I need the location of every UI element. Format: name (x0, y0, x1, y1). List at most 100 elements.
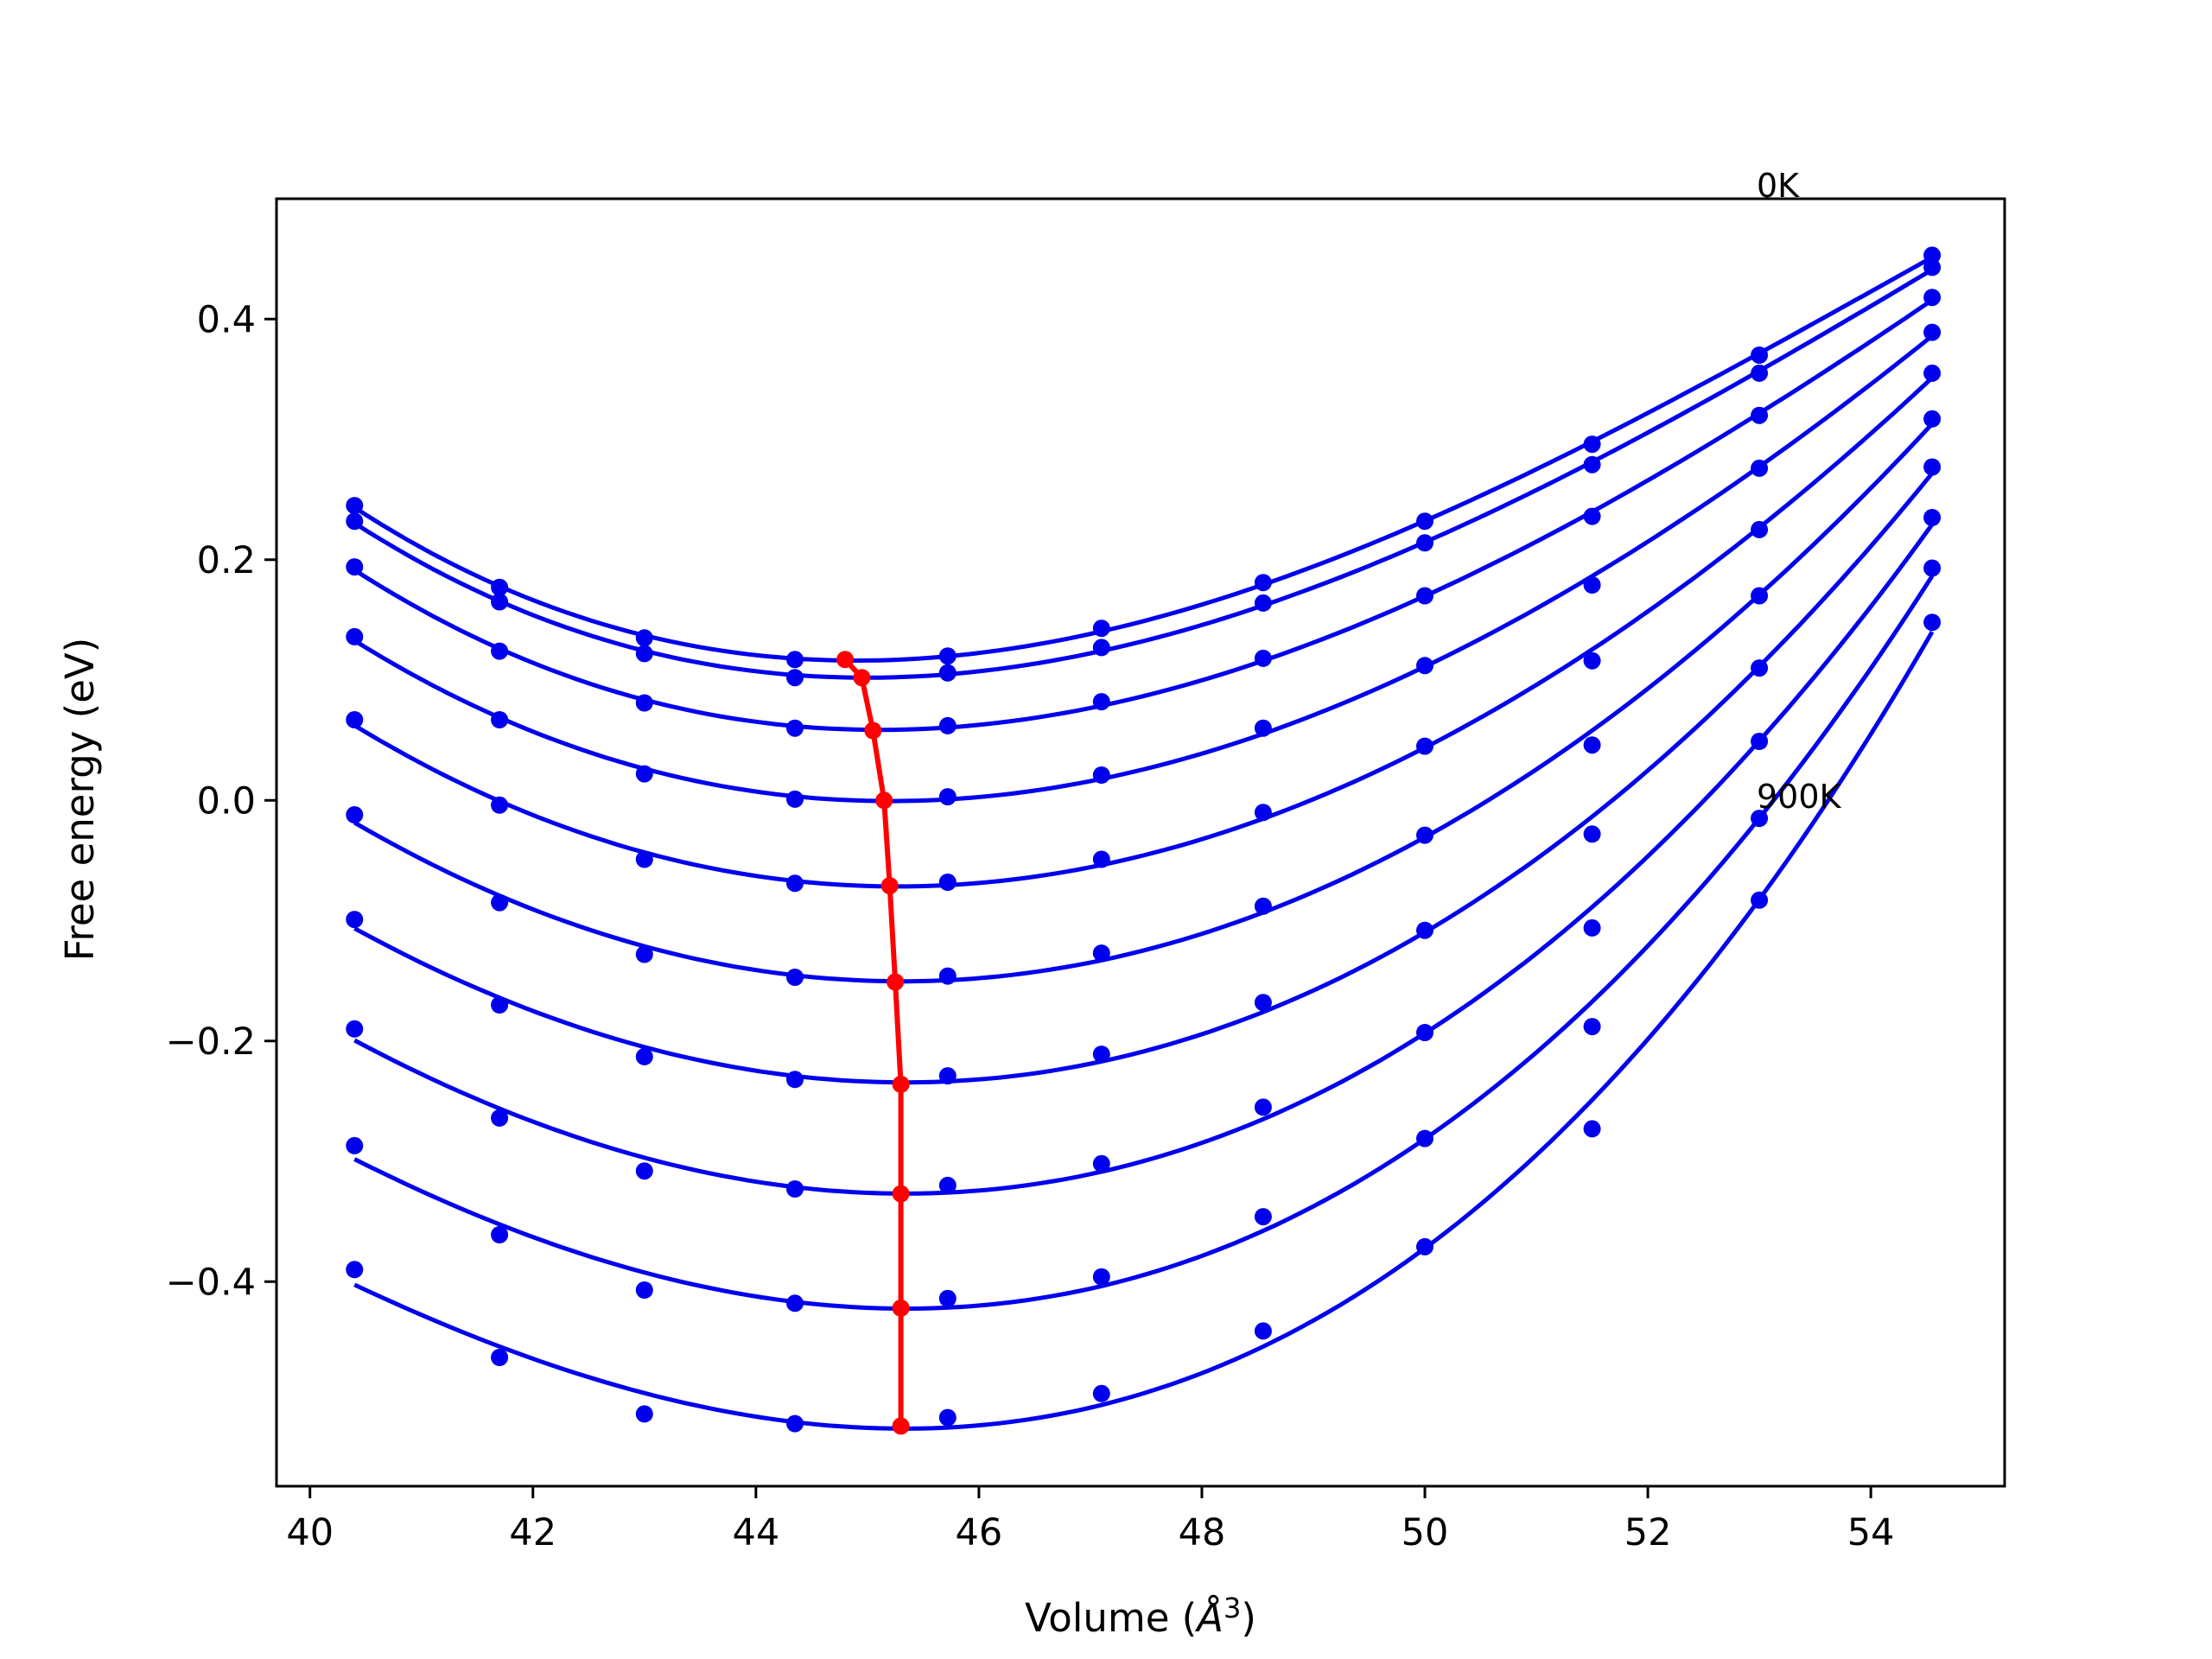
data-point-6-7 (1416, 921, 1433, 939)
plot-frame (275, 197, 2006, 1488)
minimum-trace (836, 651, 910, 1435)
axis-ticks: 40 42 44 46 48 50 52 54 −0.4 −0.2 0.0 0.2 0.4 (166, 298, 1895, 1554)
data-point-4-8 (1583, 652, 1601, 670)
data-point-9-9 (1751, 891, 1769, 909)
data-point-6-3 (786, 1071, 804, 1089)
y-tick-label-4: 0.4 (197, 298, 256, 341)
data-point-2-1 (491, 642, 509, 660)
data-point-5-3 (786, 969, 804, 986)
data-point-8-6 (1254, 1208, 1272, 1226)
minimum-point-2 (864, 721, 882, 740)
data-point-2-7 (1416, 587, 1433, 605)
data-point-2-3 (786, 719, 804, 737)
data-point-0-10 (1923, 246, 1942, 264)
data-point-9-10 (1923, 613, 1942, 632)
data-point-1-7 (1416, 534, 1433, 552)
y-axis-label: Free energy (eV) (57, 638, 103, 961)
data-point-2-9 (1751, 406, 1769, 424)
data-point-7-7 (1416, 1024, 1433, 1041)
minimum-point-6 (892, 1075, 910, 1093)
data-point-5-9 (1751, 587, 1769, 605)
data-point-9-7 (1416, 1237, 1433, 1255)
data-point-3-10 (1923, 323, 1942, 341)
annotation-900k: 900K (1757, 778, 1842, 816)
minimum-point-3 (875, 791, 893, 810)
data-point-3-7 (1416, 657, 1433, 675)
data-point-9-1 (491, 1349, 509, 1366)
data-point-8-5 (1092, 1268, 1110, 1286)
minimum-point-7 (892, 1185, 910, 1203)
data-point-5-2 (635, 945, 653, 963)
data-point-4-9 (1751, 520, 1769, 538)
y-tick-label-3: 0.2 (197, 539, 256, 582)
data-point-2-5 (1092, 693, 1110, 711)
data-point-4-2 (635, 850, 653, 868)
data-point-6-2 (635, 1047, 653, 1065)
data-point-4-1 (491, 796, 509, 814)
fit-curve-0 (353, 255, 1934, 664)
data-point-7-0 (346, 1020, 364, 1038)
fit-curve-4 (353, 376, 1934, 889)
data-point-8-1 (491, 1226, 509, 1243)
fit-curve-9 (353, 630, 1935, 1431)
data-point-2-4 (938, 716, 957, 734)
fit-curve-6 (353, 472, 1935, 1085)
data-point-1-6 (1254, 594, 1272, 612)
data-point-5-6 (1254, 897, 1272, 915)
data-point-3-0 (346, 627, 364, 645)
data-point-0-0 (346, 497, 364, 515)
data-point-3-4 (938, 788, 957, 806)
data-point-6-4 (938, 1067, 957, 1085)
data-point-3-3 (786, 790, 804, 808)
x-tick-label-4: 48 (1179, 1511, 1226, 1554)
data-point-5-7 (1416, 826, 1433, 844)
x-tick-label-2: 44 (732, 1511, 779, 1554)
data-point-3-1 (491, 711, 509, 728)
data-point-8-0 (346, 1136, 364, 1154)
data-point-7-10 (1923, 509, 1942, 526)
data-point-7-5 (1092, 1154, 1110, 1173)
x-tick-label-5: 50 (1402, 1511, 1449, 1554)
data-point-0-5 (1092, 620, 1110, 638)
data-point-6-6 (1254, 994, 1272, 1012)
data-point-8-4 (938, 1289, 957, 1307)
data-point-3-2 (635, 765, 653, 783)
minimum-point-8 (892, 1299, 910, 1317)
data-point-2-10 (1923, 289, 1942, 307)
data-point-4-6 (1254, 804, 1272, 822)
data-point-7-2 (635, 1162, 653, 1180)
data-point-9-0 (346, 1261, 364, 1279)
data-point-4-3 (786, 874, 804, 893)
x-axis-label: Volume (Å3) (1025, 1592, 1256, 1641)
data-point-9-4 (938, 1408, 957, 1427)
data-point-8-8 (1583, 1018, 1601, 1036)
minimum-point-5 (887, 973, 905, 991)
data-point-0-3 (786, 651, 804, 669)
data-point-6-8 (1583, 825, 1601, 843)
data-point-3-6 (1254, 719, 1272, 737)
data-point-0-1 (491, 578, 509, 596)
data-point-2-2 (635, 694, 653, 712)
data-point-6-10 (1923, 458, 1942, 476)
x-tick-label-1: 42 (509, 1511, 556, 1554)
data-point-1-4 (938, 664, 957, 682)
data-point-1-5 (1092, 639, 1110, 657)
data-point-5-1 (491, 893, 509, 912)
data-point-7-6 (1254, 1098, 1272, 1116)
data-point-8-10 (1923, 559, 1942, 577)
data-point-7-1 (491, 1109, 509, 1127)
data-point-0-9 (1751, 346, 1769, 364)
data-point-6-0 (346, 911, 364, 929)
data-point-0-4 (938, 647, 957, 665)
data-point-9-3 (786, 1414, 804, 1433)
data-point-4-5 (1092, 850, 1110, 868)
data-point-0-6 (1254, 574, 1272, 592)
data-point-9-5 (1092, 1384, 1110, 1402)
data-point-6-9 (1751, 659, 1769, 677)
fit-curve-7 (353, 523, 1935, 1196)
data-point-7-8 (1583, 918, 1601, 937)
data-point-3-8 (1583, 576, 1601, 594)
data-point-1-8 (1583, 455, 1601, 474)
data-point-5-8 (1583, 736, 1601, 754)
